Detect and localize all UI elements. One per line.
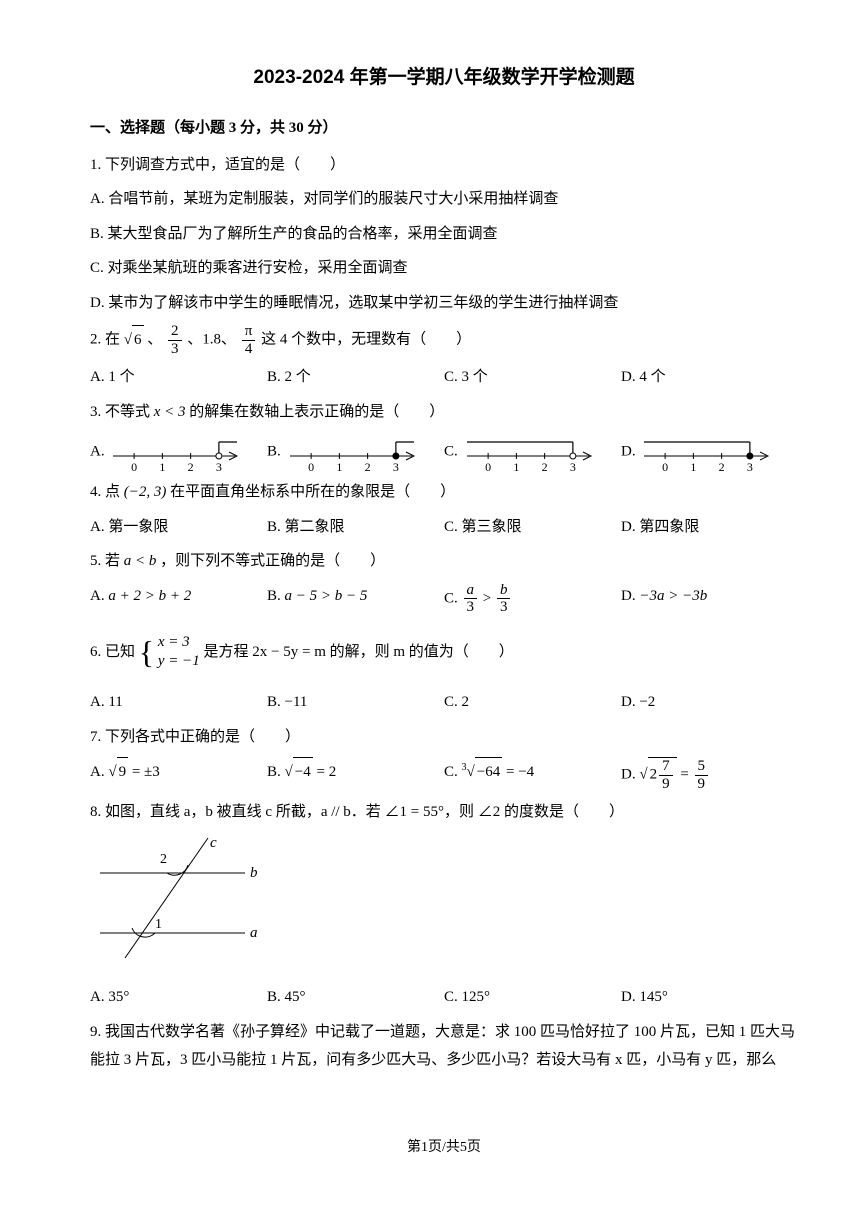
svg-text:1: 1 bbox=[155, 917, 162, 932]
q6-D: D. −2 bbox=[621, 688, 798, 717]
q3-pre: 3. 不等式 bbox=[90, 404, 154, 420]
q8-A: A. 35° bbox=[90, 983, 267, 1012]
q5-D: D. −3a > −3b bbox=[621, 582, 798, 616]
q2-C: C. 3 个 bbox=[444, 363, 621, 392]
section-heading: 一、选择题（每小题 3 分，共 30 分） bbox=[90, 114, 798, 143]
svg-text:2: 2 bbox=[541, 460, 547, 472]
q8-opts: A. 35° B. 45° C. 125° D. 145° bbox=[90, 983, 798, 1012]
q5-opts: A. a + 2 > b + 2 B. a − 5 > b − 5 C. a3 … bbox=[90, 582, 798, 616]
q3-post: 的解集在数轴上表示正确的是（ ） bbox=[186, 404, 445, 420]
svg-text:2: 2 bbox=[160, 852, 167, 867]
q3-C: C. 0123 bbox=[444, 432, 621, 472]
q6-opts: A. 11 B. −11 C. 2 D. −2 bbox=[90, 688, 798, 717]
svg-text:1: 1 bbox=[513, 460, 519, 472]
q2-pre: 2. 在 bbox=[90, 332, 120, 348]
svg-text:2: 2 bbox=[719, 460, 725, 472]
q2-stem: 2. 在 √6 、 23 、1.8、 π4 这 4 个数中，无理数有（ ） bbox=[90, 323, 798, 357]
svg-text:0: 0 bbox=[485, 460, 491, 472]
q7-C: C. 3√−64 = −4 bbox=[444, 757, 621, 792]
q5-A: A. a + 2 > b + 2 bbox=[90, 582, 267, 616]
svg-text:1: 1 bbox=[160, 460, 166, 472]
svg-text:2: 2 bbox=[188, 460, 194, 472]
q2-B: B. 2 个 bbox=[267, 363, 444, 392]
q2-opts: A. 1 个 B. 2 个 C. 3 个 D. 4 个 bbox=[90, 363, 798, 392]
q9-stem: 9. 我国古代数学名著《孙子算经》中记载了一道题，大意是：求 100 匹马恰好拉… bbox=[90, 1018, 798, 1075]
q8-figure: 2 1 b a c bbox=[90, 833, 798, 974]
q6-stem: 6. 已知 { x = 3 y = −1 是方程 2x − 5y = m 的解，… bbox=[90, 622, 798, 683]
svg-text:0: 0 bbox=[308, 460, 314, 472]
q3-A: A. 0123 bbox=[90, 432, 267, 472]
q4-A: A. 第一象限 bbox=[90, 513, 267, 542]
q1-stem: 1. 下列调查方式中，适宜的是（ ） bbox=[90, 151, 798, 180]
q7-D: D. √279 = 59 bbox=[621, 757, 798, 792]
q1-optA: A. 合唱节前，某班为定制服装，对同学们的服装尺寸大小采用抽样调查 bbox=[90, 185, 798, 214]
q8-C: C. 125° bbox=[444, 983, 621, 1012]
q3-expr: x < 3 bbox=[154, 404, 186, 420]
svg-text:3: 3 bbox=[392, 460, 398, 472]
q6-A: A. 11 bbox=[90, 688, 267, 717]
svg-text:3: 3 bbox=[216, 460, 222, 472]
svg-text:a: a bbox=[250, 925, 258, 941]
q7-stem: 7. 下列各式中正确的是（ ） bbox=[90, 723, 798, 752]
q1-optD: D. 某市为了解该市中学生的睡眠情况，选取某中学初三年级的学生进行抽样调查 bbox=[90, 289, 798, 318]
svg-text:c: c bbox=[210, 835, 217, 851]
q3-opts: A. 0123 B. 0123 C. 0123 D. 0123 bbox=[90, 432, 798, 472]
q3-B: B. 0123 bbox=[267, 432, 444, 472]
svg-text:3: 3 bbox=[569, 460, 575, 472]
q6-C: C. 2 bbox=[444, 688, 621, 717]
q8-B: B. 45° bbox=[267, 983, 444, 1012]
q2-A: A. 1 个 bbox=[90, 363, 267, 392]
q8-stem: 8. 如图，直线 a，b 被直线 c 所截，a // b．若 ∠1 = 55°，… bbox=[90, 798, 798, 827]
svg-text:b: b bbox=[250, 865, 258, 881]
q4-opts: A. 第一象限 B. 第二象限 C. 第三象限 D. 第四象限 bbox=[90, 513, 798, 542]
frac-pi-4: π4 bbox=[242, 323, 256, 357]
q6-B: B. −11 bbox=[267, 688, 444, 717]
q8-D: D. 145° bbox=[621, 983, 798, 1012]
page-title: 2023-2024 年第一学期八年级数学开学检测题 bbox=[90, 60, 798, 96]
svg-text:3: 3 bbox=[747, 460, 753, 472]
svg-text:0: 0 bbox=[662, 460, 668, 472]
q2-D: D. 4 个 bbox=[621, 363, 798, 392]
q7-A: A. √9 = ±3 bbox=[90, 757, 267, 792]
q4-D: D. 第四象限 bbox=[621, 513, 798, 542]
page-footer: 第1页/共5页 bbox=[90, 1135, 798, 1162]
q1-optC: C. 对乘坐某航班的乘客进行安检，采用全面调查 bbox=[90, 254, 798, 283]
q5-C: C. a3 > b3 bbox=[444, 582, 621, 616]
q4-B: B. 第二象限 bbox=[267, 513, 444, 542]
q4-C: C. 第三象限 bbox=[444, 513, 621, 542]
q5-B: B. a − 5 > b − 5 bbox=[267, 582, 444, 616]
q7-opts: A. √9 = ±3 B. √−4 = 2 C. 3√−64 = −4 D. √… bbox=[90, 757, 798, 792]
sqrt6: √6 bbox=[124, 325, 144, 355]
q3-stem: 3. 不等式 x < 3 的解集在数轴上表示正确的是（ ） bbox=[90, 398, 798, 427]
svg-text:1: 1 bbox=[336, 460, 342, 472]
q5-stem: 5. 若 a < b ，则下列不等式正确的是（ ） bbox=[90, 547, 798, 576]
q4-stem: 4. 点 (−2, 3) 在平面直角坐标系中所在的象限是（ ） bbox=[90, 478, 798, 507]
frac-2-3: 23 bbox=[168, 323, 182, 357]
q2-tail: 这 4 个数中，无理数有（ ） bbox=[261, 332, 471, 348]
svg-text:1: 1 bbox=[691, 460, 697, 472]
q3-D: D. 0123 bbox=[621, 432, 798, 472]
q1-optB: B. 某大型食品厂为了解所生产的食品的合格率，采用全面调查 bbox=[90, 220, 798, 249]
svg-text:2: 2 bbox=[364, 460, 370, 472]
svg-text:0: 0 bbox=[131, 460, 137, 472]
q7-B: B. √−4 = 2 bbox=[267, 757, 444, 792]
